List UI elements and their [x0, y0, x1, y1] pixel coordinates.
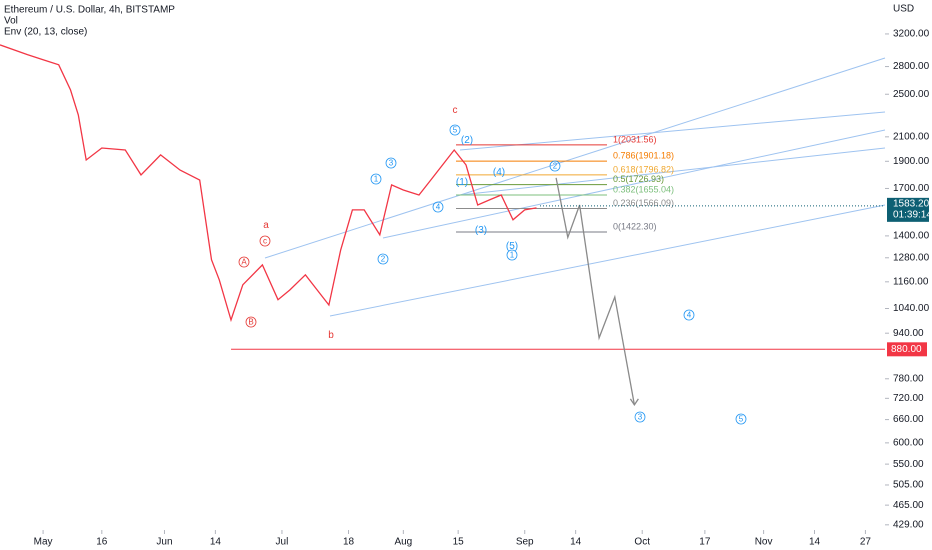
y-tick-label: 660.00 — [893, 414, 924, 425]
channel-line — [264, 57, 886, 259]
wave-circle — [549, 160, 561, 172]
wave-circle — [634, 411, 646, 423]
x-tick-label: May — [34, 537, 53, 548]
y-tick-label: 1700.00 — [893, 183, 930, 194]
channel-line — [459, 111, 886, 151]
y-tick-label: 940.00 — [893, 328, 924, 339]
support-tag — [887, 342, 927, 357]
channel-lines — [264, 57, 886, 317]
wave-label: 2 — [553, 162, 558, 171]
y-tick-label: 780.00 — [893, 373, 924, 384]
wave-label: a — [263, 220, 269, 231]
wave-label: 3 — [638, 413, 643, 422]
wave-circle — [506, 249, 518, 261]
wave-label: 5 — [453, 126, 458, 135]
y-tick-label: 720.00 — [893, 393, 924, 404]
wave-circle — [245, 316, 257, 328]
price-line — [0, 44, 537, 323]
y-tick-label: 465.00 — [893, 500, 924, 511]
wave-label: (4) — [493, 167, 505, 178]
fib-label: 1(2031.56) — [613, 134, 657, 144]
y-tick-label: 2500.00 — [893, 89, 930, 100]
wave-circle — [385, 157, 397, 169]
indicator-label: Env (20, 13, close) — [4, 27, 87, 38]
wave-circle — [259, 235, 271, 247]
channel-line — [329, 204, 886, 317]
y-tick-label: 505.00 — [893, 480, 924, 491]
wave-label: c — [263, 237, 267, 246]
x-tick-label: 14 — [210, 537, 222, 548]
wave-label: b — [328, 330, 334, 341]
fib-label: 0.786(1901.18) — [613, 151, 674, 161]
channel-line — [382, 129, 886, 239]
x-tick-label: 27 — [860, 537, 872, 548]
wave-label: (3) — [475, 225, 487, 236]
fib-label: 0.5(1726.93) — [613, 174, 664, 184]
y-tick-label: 1900.00 — [893, 156, 930, 167]
y-tick-label: 1040.00 — [893, 303, 930, 314]
wave-label: 1 — [374, 175, 379, 184]
y-tick-label: 2100.00 — [893, 131, 930, 142]
wave-circle — [377, 253, 389, 265]
x-tick-label: 18 — [343, 537, 355, 548]
x-tick-label: 16 — [96, 537, 108, 548]
wave-label: 4 — [687, 311, 692, 320]
y-tick-label: 1400.00 — [893, 231, 930, 242]
y-tick-label: 1160.00 — [893, 276, 929, 287]
x-tick-label: Oct — [634, 537, 650, 548]
x-tick-label: Aug — [394, 537, 412, 548]
wave-circle — [735, 413, 747, 425]
wave-label: (1) — [456, 177, 468, 188]
x-tick-label: Nov — [755, 537, 773, 548]
wave-circle — [683, 309, 695, 321]
projection-arrow — [629, 398, 639, 407]
x-tick-label: 14 — [570, 537, 582, 548]
wave-circle — [432, 201, 444, 213]
wave-label: c — [453, 105, 458, 116]
support-tag-label: 880.00 — [891, 344, 922, 355]
fib-label: 0(1422.30) — [613, 221, 657, 231]
y-tick-label: 429.00 — [893, 519, 924, 530]
x-tick-label: 15 — [453, 537, 465, 548]
wave-label: B — [248, 318, 253, 327]
wave-label: 5 — [739, 415, 744, 424]
y-axis-title: USD — [893, 4, 914, 15]
wave-label: 4 — [436, 203, 441, 212]
wave-circle — [449, 124, 461, 136]
price-tag — [887, 197, 929, 222]
wave-label: (2) — [461, 135, 473, 146]
fib-label: 0.618(1796.82) — [613, 164, 674, 174]
wave-circle — [238, 256, 250, 268]
y-tick-label: 2800.00 — [893, 61, 930, 72]
wave-label: 2 — [381, 255, 386, 264]
fib-label: 0.236(1566.09) — [613, 198, 674, 208]
x-tick-label: 17 — [699, 537, 711, 548]
price-tag-countdown: 01:39:14 — [893, 209, 932, 220]
projection-path — [555, 177, 636, 406]
x-tick-label: Sep — [516, 537, 534, 548]
chart-title: Ethereum / U.S. Dollar, 4h, BITSTAMP — [4, 5, 175, 16]
y-tick-label: 1280.00 — [893, 252, 930, 263]
wave-label: 1 — [510, 251, 515, 260]
price-tag-label: 1583.20 — [893, 198, 930, 209]
wave-label: A — [241, 258, 247, 267]
x-tick-label: Jun — [156, 537, 172, 548]
y-tick-label: 550.00 — [893, 459, 924, 470]
fib-label: 0.382(1655.04) — [613, 184, 674, 194]
wave-circle — [370, 173, 382, 185]
indicator-label: Vol — [4, 16, 18, 27]
x-tick-label: 14 — [809, 537, 821, 548]
wave-label: 3 — [389, 159, 394, 168]
y-tick-label: 600.00 — [893, 438, 924, 449]
channel-line — [459, 147, 886, 196]
y-tick-label: 3200.00 — [893, 29, 930, 40]
x-tick-label: Jul — [276, 537, 289, 548]
wave-label: (5) — [506, 241, 518, 252]
